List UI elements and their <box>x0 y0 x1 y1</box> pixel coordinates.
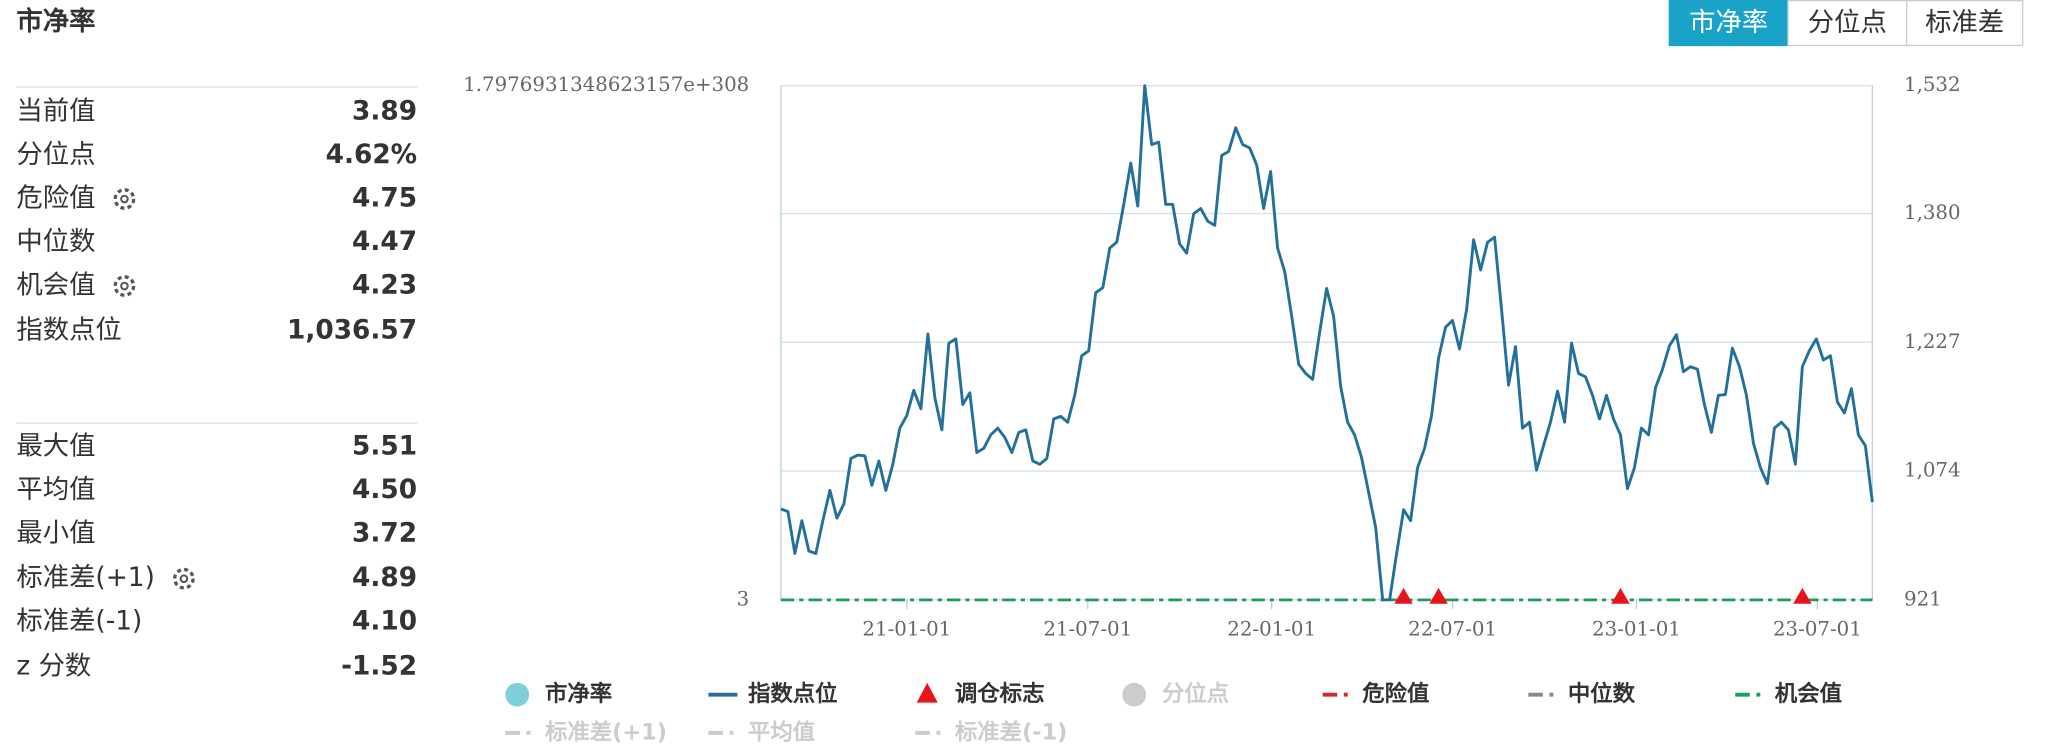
stat-value: 1,036.57 <box>287 315 417 345</box>
x-tick-label: 23-07-01 <box>1773 618 1862 641</box>
settings-icon-hole <box>120 281 129 291</box>
y-tick-label: 1.7976931348623157e+308 <box>463 73 749 96</box>
legend-label[interactable]: 指数点位 <box>748 680 838 707</box>
rebalance-marker <box>1394 587 1413 604</box>
stat-value: 4.47 <box>352 227 417 257</box>
stat-label: 标准差(-1) <box>16 607 142 637</box>
legend-symbol <box>916 682 938 703</box>
y2-tick-label: 1,380 <box>1904 201 1961 224</box>
tab-label[interactable]: 分位点 <box>1808 8 1887 38</box>
x-tick-label: 23-01-01 <box>1592 618 1681 641</box>
x-tick-label: 22-07-01 <box>1408 618 1497 641</box>
settings-icon[interactable] <box>113 275 136 297</box>
stat-value: 4.75 <box>352 184 417 214</box>
rebalance-marker <box>1611 587 1630 604</box>
y2-tick-label: 1,074 <box>1904 459 1961 482</box>
legend-label[interactable]: 标准差(+1) <box>545 718 667 745</box>
y-tick-label: 3 <box>737 587 750 610</box>
legend-label[interactable]: 标准差(-1) <box>955 718 1068 745</box>
stat-value: 4.62% <box>326 140 417 170</box>
tab[interactable] <box>1668 0 1789 47</box>
legend-label[interactable]: 危险值 <box>1362 680 1429 707</box>
y2-tick-label: 921 <box>1904 587 1942 610</box>
stat-label: 最大值 <box>16 431 95 461</box>
stat-label: 平均值 <box>16 475 95 505</box>
stat-label: 危险值 <box>16 184 95 214</box>
panel-title: 市净率 <box>16 6 95 37</box>
index-line <box>780 84 1874 602</box>
y2-tick-label: 1,532 <box>1904 73 1961 96</box>
tab[interactable] <box>1787 0 1908 47</box>
stat-label: 标准差(+1) <box>16 563 155 593</box>
legend-symbol <box>1122 682 1147 707</box>
tab-label[interactable]: 标准差 <box>1925 8 2004 38</box>
stat-label: 当前值 <box>16 97 95 127</box>
stat-value: 4.89 <box>352 563 417 593</box>
legend-label[interactable]: 市净率 <box>545 680 612 707</box>
settings-icon[interactable] <box>113 188 136 210</box>
stat-label: 中位数 <box>16 227 95 257</box>
stat-value: -1.52 <box>341 652 417 682</box>
stat-value: 4.10 <box>352 607 417 637</box>
legend-label[interactable]: 平均值 <box>748 718 815 745</box>
stat-value: 5.51 <box>352 431 417 461</box>
legend-label[interactable]: 中位数 <box>1568 680 1636 707</box>
settings-icon-hole <box>120 194 129 204</box>
tab-label[interactable]: 市净率 <box>1689 8 1768 38</box>
x-tick-label: 21-07-01 <box>1043 618 1132 641</box>
y2-tick-label: 1,227 <box>1904 330 1961 353</box>
tab[interactable] <box>1905 0 2024 47</box>
stat-label: z 分数 <box>16 652 91 682</box>
settings-icon[interactable] <box>173 567 195 590</box>
stat-label: 分位点 <box>16 140 95 170</box>
settings-icon-hole <box>179 574 189 583</box>
stat-label: 指数点位 <box>16 315 121 345</box>
stat-label: 最小值 <box>16 518 95 548</box>
stat-value: 4.23 <box>352 271 417 301</box>
rebalance-marker <box>1793 587 1812 604</box>
legend-label[interactable]: 机会值 <box>1775 680 1842 707</box>
stat-value: 3.72 <box>352 518 417 548</box>
legend-label[interactable]: 调仓标志 <box>955 680 1045 707</box>
stat-value: 4.50 <box>352 475 417 505</box>
rebalance-marker <box>1429 587 1448 604</box>
x-tick-label: 21-01-01 <box>862 618 951 641</box>
legend-symbol <box>505 682 530 707</box>
stat-value: 3.89 <box>352 97 417 127</box>
stat-label: 机会值 <box>16 271 95 301</box>
x-tick-label: 22-01-01 <box>1227 618 1316 641</box>
legend-label[interactable]: 分位点 <box>1162 680 1229 707</box>
